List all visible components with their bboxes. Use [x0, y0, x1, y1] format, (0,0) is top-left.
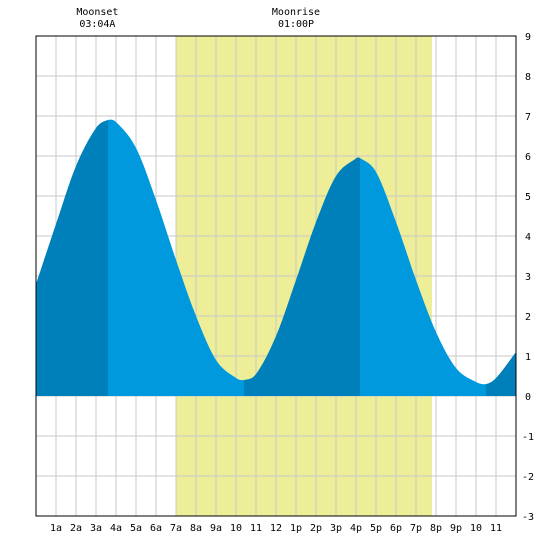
x-tick-label: 6a	[150, 523, 162, 534]
x-tick-label: 9a	[210, 523, 222, 534]
tide-area-rising	[244, 157, 360, 396]
y-tick-label: 7	[525, 112, 531, 123]
y-tick-label: 9	[525, 32, 531, 43]
y-tick-label: 4	[525, 232, 531, 243]
y-tick-label: 2	[525, 312, 531, 323]
x-tick-label: 10	[230, 523, 242, 534]
x-tick-label: 4a	[110, 523, 122, 534]
x-tick-labels: 1a 2a 3a 4a 5a 6a 7a 8a 9a 10 11 12 1p 2p 3p 4p 5p 6p 7p 8p…	[50, 523, 502, 534]
x-tick-label: 5a	[130, 523, 142, 534]
y-tick-label: -2	[522, 472, 534, 483]
x-tick-label: 4p	[350, 523, 362, 534]
x-tick-label: 8p	[430, 523, 442, 534]
y-tick-label: 0	[525, 392, 531, 403]
x-tick-label: 3a	[90, 523, 102, 534]
x-tick-label: 7a	[170, 523, 182, 534]
x-tick-label: 2a	[70, 523, 82, 534]
x-tick-label: 12	[270, 523, 282, 534]
x-tick-label: 9p	[450, 523, 462, 534]
tide-area-falling	[360, 158, 486, 396]
x-tick-label: 7p	[410, 523, 422, 534]
y-tick-label: -1	[522, 432, 534, 443]
x-tick-label: 5p	[370, 523, 382, 534]
y-tick-label: 1	[525, 352, 531, 363]
x-tick-label: 11	[490, 523, 502, 534]
y-tick-labels: -3 -2 -1 0 1 2 3 4 5 6 7 8 9	[522, 32, 534, 523]
tide-area-rising	[486, 352, 516, 396]
tide-series-layer	[36, 119, 516, 396]
x-tick-label: 1a	[50, 523, 62, 534]
x-tick-label: 11	[250, 523, 262, 534]
x-tick-label: 6p	[390, 523, 402, 534]
x-tick-label: 10	[470, 523, 482, 534]
plot-frame	[35, 35, 517, 517]
y-tick-label: -3	[522, 512, 534, 523]
moonrise-time: 01:00P	[278, 19, 314, 30]
x-tick-label: 8a	[190, 523, 202, 534]
y-tick-label: 3	[525, 272, 531, 283]
y-tick-label: 8	[525, 72, 531, 83]
tide-area-rising	[36, 120, 108, 396]
y-tick-label: 5	[525, 192, 531, 203]
x-tick-label: 3p	[330, 523, 342, 534]
y-tick-label: 6	[525, 152, 531, 163]
tide-area-falling	[108, 119, 244, 396]
x-tick-label: 1p	[290, 523, 302, 534]
moonrise-label: Moonrise	[272, 7, 320, 18]
x-tick-label: 2p	[310, 523, 322, 534]
moonset-time: 03:04A	[79, 19, 115, 30]
moonset-label: Moonset	[76, 7, 118, 18]
